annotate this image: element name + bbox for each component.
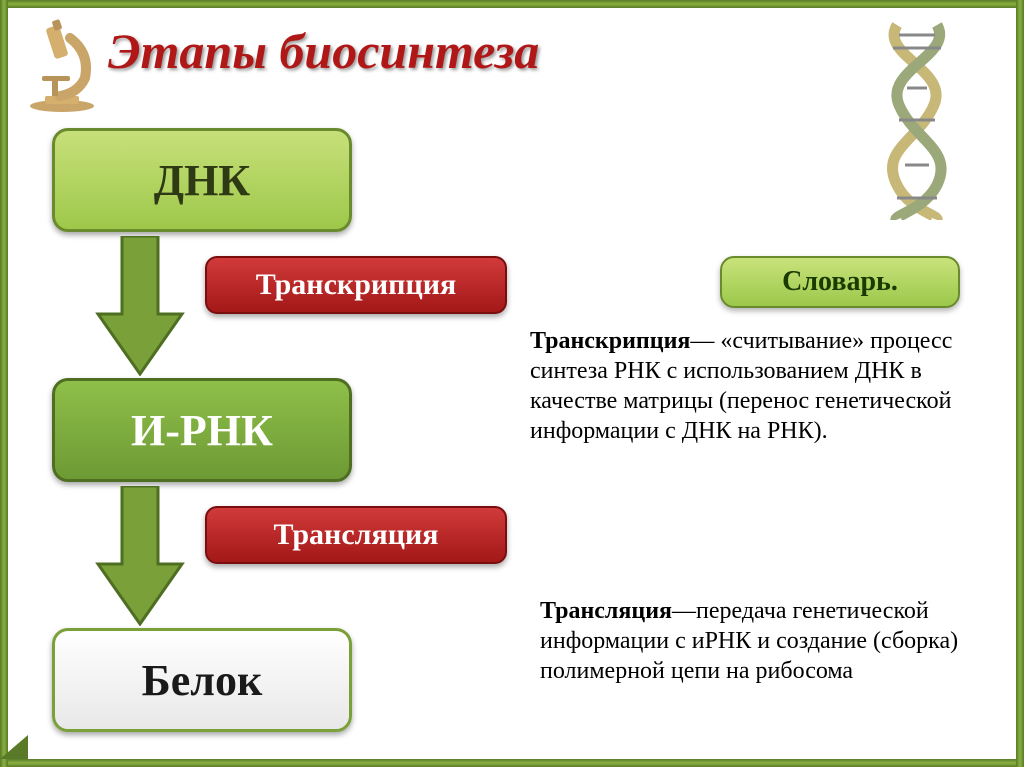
flow-label-transcription: Транскрипция bbox=[205, 256, 507, 314]
flow-node-protein: Белок bbox=[52, 628, 352, 732]
definition-transcription: Транскрипция— «считывание» процесс синте… bbox=[530, 326, 990, 446]
flow-node-irna: И-РНК bbox=[52, 378, 352, 482]
flow-arrow-2 bbox=[90, 486, 190, 626]
flow-node-label: И-РНК bbox=[131, 405, 273, 456]
flow-label-translation: Трансляция bbox=[205, 506, 507, 564]
dictionary-label: Словарь. bbox=[720, 256, 960, 308]
flow-node-dna: ДНК bbox=[52, 128, 352, 232]
microscope-icon bbox=[20, 18, 105, 113]
frame-right bbox=[1016, 0, 1024, 767]
flow-label-text: Трансляция bbox=[273, 518, 438, 552]
frame-bottom bbox=[0, 759, 1024, 767]
definition-translation: Трансляция—передача генетической информа… bbox=[540, 596, 996, 686]
slide-title: Этапы биосинтеза bbox=[108, 22, 539, 80]
definition-term: Транскрипция bbox=[530, 328, 690, 354]
flow-node-label: Белок bbox=[142, 655, 263, 706]
flow-label-text: Транскрипция bbox=[256, 268, 457, 302]
corner-flap bbox=[0, 735, 28, 759]
definition-term: Трансляция bbox=[540, 598, 672, 624]
flow-arrow-1 bbox=[90, 236, 190, 376]
frame-left bbox=[0, 0, 8, 767]
flow-node-label: ДНК bbox=[154, 155, 250, 206]
dictionary-label-text: Словарь. bbox=[782, 266, 898, 298]
dna-helix-icon bbox=[869, 20, 964, 220]
frame-top bbox=[0, 0, 1024, 8]
